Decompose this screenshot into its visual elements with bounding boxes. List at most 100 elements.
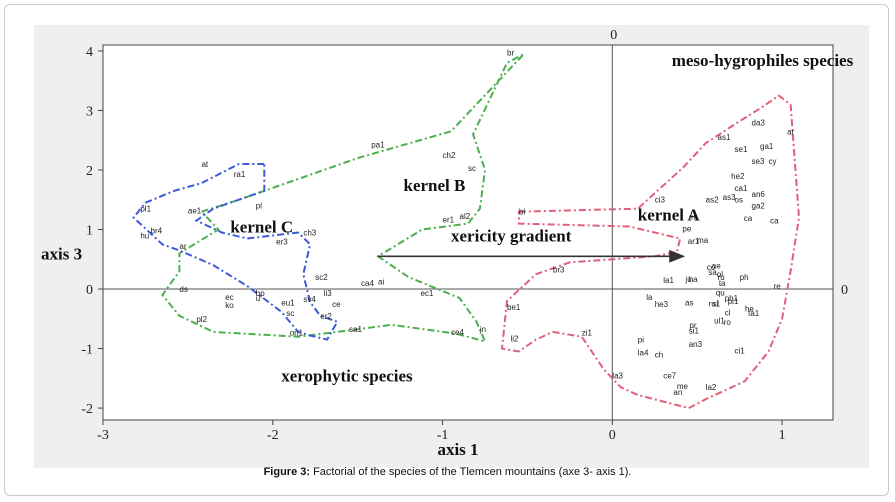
point-label: at xyxy=(201,160,208,169)
y-tick-label: 3 xyxy=(86,104,93,119)
point-label: as1 xyxy=(718,133,731,142)
point-label: la4 xyxy=(638,349,649,358)
kernel-b-hull xyxy=(161,53,525,343)
chart-panel: 0 0 -3 -2 -1 0 1 -2 -1 0 1 2 3 4 axis 1 axis 3 ae as sa pe t… xyxy=(34,25,869,468)
point-label: sa1 xyxy=(349,325,362,334)
cluster-point-label: ol xyxy=(717,270,723,279)
x-axis-label: axis 1 xyxy=(437,440,478,459)
cluster-point-label: ta xyxy=(719,279,726,288)
y-tick-label: 2 xyxy=(86,164,93,179)
point-label: la1 xyxy=(663,276,674,285)
point-label: si1 xyxy=(689,327,700,336)
point-label: he3 xyxy=(655,300,669,309)
point-label: eu1 xyxy=(281,299,295,308)
point-label: re xyxy=(774,282,782,291)
point-label: sc xyxy=(468,164,476,173)
point-label: bl xyxy=(519,208,525,217)
y-tick-label: 1 xyxy=(86,224,93,239)
y-tick-label: 4 xyxy=(86,45,93,60)
point-label: ko xyxy=(225,301,234,310)
point-label: ai xyxy=(378,277,384,286)
cluster-point-label: sa xyxy=(708,268,717,277)
cluster-point-label: si xyxy=(712,299,718,308)
point-label: an6 xyxy=(752,190,766,199)
point-label: ce4 xyxy=(451,328,464,337)
cluster-point-label: ju xyxy=(684,275,691,284)
annotation-label: kernel A xyxy=(638,206,701,225)
point-label: ph xyxy=(740,273,749,282)
point-label: ch3 xyxy=(303,228,316,237)
point-label: pa1 xyxy=(371,140,385,149)
kernel-c-hull xyxy=(132,163,339,341)
figure-caption: Figure 3: Factorial of the species of th… xyxy=(0,466,895,478)
cluster-point-label: as xyxy=(685,298,693,307)
y-tick-label: -2 xyxy=(81,402,93,417)
point-label: ha xyxy=(689,275,698,284)
point-label: os xyxy=(735,196,743,205)
annotation-label: xerophytic species xyxy=(281,366,413,385)
point-label: li2 xyxy=(510,334,519,343)
point-label: ci3 xyxy=(655,196,666,205)
point-label: jn xyxy=(479,325,486,334)
point-label: la2 xyxy=(706,383,717,392)
point-label: ta1 xyxy=(748,309,760,318)
cluster-point-label: pe xyxy=(682,225,691,234)
point-label: pl1 xyxy=(140,205,151,214)
zero-label-top: 0 xyxy=(610,28,617,43)
point-label: as3 xyxy=(723,193,736,202)
point-label: er2 xyxy=(320,312,332,321)
annotation-label: meso-hygrophiles species xyxy=(672,51,854,70)
point-label: li3 xyxy=(324,289,333,298)
annotation-label: kernel C xyxy=(230,218,293,237)
x-tick-label: 1 xyxy=(779,428,786,443)
point-label: ul1 xyxy=(714,317,725,326)
point-label: ca xyxy=(770,217,779,226)
cluster-point-label: ro xyxy=(724,318,732,327)
point-label: br3 xyxy=(553,265,565,274)
point-label: al2 xyxy=(460,212,471,221)
cluster-point-label: ph1 xyxy=(725,294,739,303)
point-label: pl xyxy=(256,202,262,211)
point-label: pi xyxy=(638,336,644,345)
point-label: me xyxy=(677,382,689,391)
cluster-point-label: co xyxy=(707,263,716,272)
y-tick-label: 0 xyxy=(86,283,93,298)
point-label: ce xyxy=(332,300,341,309)
cluster-point-label: er xyxy=(689,212,696,221)
kernel-a-hull xyxy=(500,94,801,410)
point-label: ar xyxy=(179,242,186,251)
scatter-chart: 0 0 -3 -2 -1 0 1 -2 -1 0 1 2 3 4 axis 1 axis 3 ae as sa pe t… xyxy=(41,28,854,459)
point-label: se1 xyxy=(735,145,748,154)
point-label: sc xyxy=(286,309,294,318)
cluster-point-label: he xyxy=(745,305,754,314)
point-label: ga1 xyxy=(760,142,774,151)
x-tick-label: -2 xyxy=(267,428,279,443)
point-label: ar xyxy=(787,127,794,136)
point-label: pl2 xyxy=(196,315,207,324)
point-label: da3 xyxy=(752,118,766,127)
point-label: ca1 xyxy=(735,184,748,193)
y-tick-label: -1 xyxy=(81,343,93,358)
point-label: er1 xyxy=(443,215,455,224)
x-tick-label: 0 xyxy=(609,428,616,443)
point-label: br xyxy=(507,49,514,58)
point-label: ch2 xyxy=(443,151,456,160)
annotation-label: xericity gradient xyxy=(451,226,572,245)
cluster-point-label: ae xyxy=(712,262,721,271)
point-label: zi1 xyxy=(582,328,593,337)
cluster-point-label: ru1 xyxy=(709,300,721,309)
y-axis-label: axis 3 xyxy=(41,244,82,263)
x-tick-label: -3 xyxy=(97,428,109,443)
cluster-point-label: ma xyxy=(697,236,709,245)
caption-text: Factorial of the species of the Tlemcen … xyxy=(310,466,632,478)
point-label: he2 xyxy=(731,172,745,181)
point-label: bp xyxy=(256,289,265,298)
point-label: la3 xyxy=(612,371,623,380)
annotation-label: kernel B xyxy=(403,176,465,195)
x-tick-label: -1 xyxy=(437,428,449,443)
point-label: pi1 xyxy=(728,297,739,306)
cluster-point-label: cl xyxy=(725,308,731,317)
point-label: cy xyxy=(768,157,776,166)
point-label: an3 xyxy=(689,340,703,349)
point-label: la xyxy=(646,293,653,302)
